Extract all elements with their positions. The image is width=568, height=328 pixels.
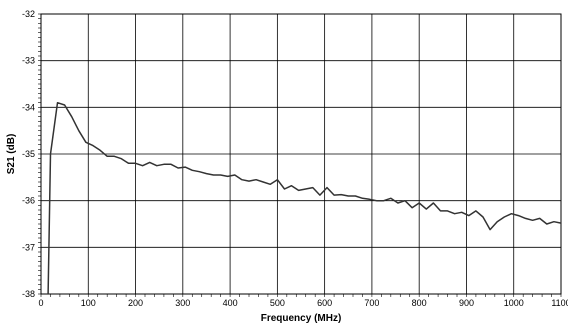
y-tick-label: -38: [22, 289, 35, 299]
grid: [40, 13, 562, 295]
x-tick-label: 800: [412, 298, 427, 308]
plot-frame: [40, 13, 562, 295]
y-tick-label: -34: [22, 102, 35, 112]
y-tick-labels: -32 -33 -34 -35 -36 -37 -38: [22, 9, 35, 299]
x-tick-labels: 0 100 200 300 400 500 600 700 800 900 1000 1100: [38, 298, 568, 308]
y-tick-label: -33: [22, 56, 35, 66]
y-tick-label: -32: [22, 9, 35, 19]
x-tick-label: 200: [128, 298, 143, 308]
minor-ticks: [38, 13, 562, 297]
x-tick-label: 1000: [504, 298, 524, 308]
y-tick-label: -37: [22, 242, 35, 252]
x-tick-label: 100: [81, 298, 96, 308]
x-tick-label: 0: [38, 298, 43, 308]
x-tick-label: 700: [364, 298, 379, 308]
y-axis-title: S21 (dB): [6, 134, 17, 175]
series-line-0: [47, 101, 562, 295]
y-tick-label: -35: [22, 149, 35, 159]
x-tick-label: 400: [223, 298, 238, 308]
x-axis-title: Frequency (MHz): [261, 313, 342, 324]
y-tick-label: -36: [22, 196, 35, 206]
x-tick-label: 500: [270, 298, 285, 308]
series-layer: [47, 101, 562, 295]
x-tick-label: 900: [459, 298, 474, 308]
x-tick-label: 300: [175, 298, 190, 308]
x-tick-label: 1100: [551, 298, 568, 308]
x-tick-label: 600: [317, 298, 332, 308]
